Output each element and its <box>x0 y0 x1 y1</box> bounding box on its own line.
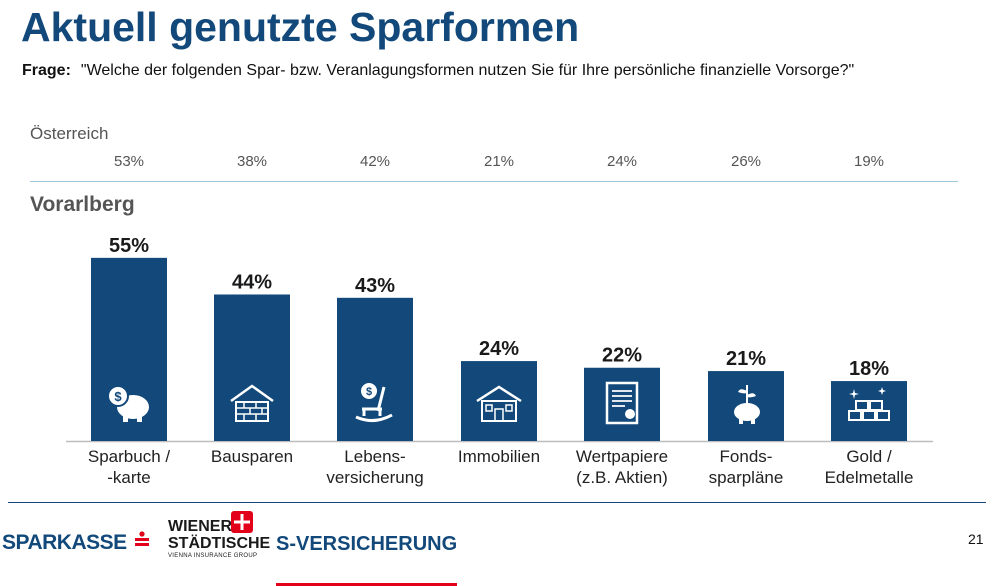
category-label: Gold / Edelmetalle <box>824 447 914 487</box>
page-number: 21 <box>968 531 984 547</box>
austria-value: 26% <box>730 153 762 170</box>
region-label: Vorarlberg <box>30 193 135 216</box>
bar <box>584 367 660 441</box>
austria-value: 21% <box>483 153 515 170</box>
svg-text:$: $ <box>366 386 372 398</box>
category-label: Wertpapiere (z.B. Aktien) <box>575 447 669 487</box>
wiener-line1: WIENER <box>168 518 232 535</box>
bar-value-label: 43% <box>355 275 395 297</box>
gold-bars-icon <box>844 381 894 425</box>
separator-line <box>30 181 958 182</box>
austria-value: 53% <box>113 153 145 170</box>
austria-value: 42% <box>359 153 391 170</box>
wiener-staedtische-emblem-icon <box>231 511 253 533</box>
category-label: Fonds- sparpläne <box>708 447 784 487</box>
svg-text:$: $ <box>114 389 122 404</box>
sparkasse-s-icon <box>130 531 149 554</box>
austria-value: 24% <box>606 153 638 170</box>
wiener-line2: STÄDTISCHE <box>168 535 271 552</box>
bar <box>214 294 290 441</box>
question-label: Frage: <box>22 62 71 79</box>
sparkasse-logo: SPARKASSE <box>2 531 149 581</box>
bar-value-label: 55% <box>109 235 149 257</box>
house-brick-icon <box>227 381 277 425</box>
wiener-sub: VIENNA INSURANCE GROUP <box>168 553 258 559</box>
question-text: "Welche der folgenden Spar- bzw. Veranla… <box>80 62 855 79</box>
bar-value-label: 21% <box>726 348 766 370</box>
austria-label: Österreich <box>30 124 109 143</box>
bar-value-label: 18% <box>849 358 889 380</box>
category-label: Immobilien <box>457 447 541 466</box>
bar-value-label: 44% <box>232 271 272 293</box>
certificate-icon <box>597 381 647 425</box>
question: Frage: "Welche der folgenden Spar- bzw. V… <box>22 62 854 80</box>
category-label: Bausparen <box>210 447 294 466</box>
bar <box>337 297 413 441</box>
bar-value-label: 22% <box>602 345 642 367</box>
bar-value-label: 24% <box>479 338 519 360</box>
sparkasse-logo-text: SPARKASSE <box>2 531 127 554</box>
austria-value: 19% <box>853 153 885 170</box>
austria-value: 38% <box>236 153 268 170</box>
category-label: Sparbuch / -karte <box>87 447 171 487</box>
rocking-chair-icon: $ <box>350 381 400 425</box>
piggy-bank-dollar-icon: $ <box>104 381 154 425</box>
house-icon <box>474 381 524 425</box>
category-label: Lebens- versicherung <box>326 447 424 487</box>
s-versicherung-logo: S-VERSICHERUNG <box>276 533 458 586</box>
wiener-staedtische-logo: WIENER STÄDTISCHE VIENNA INSURANCE GROUP <box>168 511 271 568</box>
page-title: Aktuell genutzte Sparformen <box>21 4 580 50</box>
austria-values-row: 53% 38% 42% 21% 24% 26% 19% <box>0 153 992 175</box>
footer-divider <box>8 502 986 503</box>
piggy-bank-plant-icon <box>721 381 771 425</box>
